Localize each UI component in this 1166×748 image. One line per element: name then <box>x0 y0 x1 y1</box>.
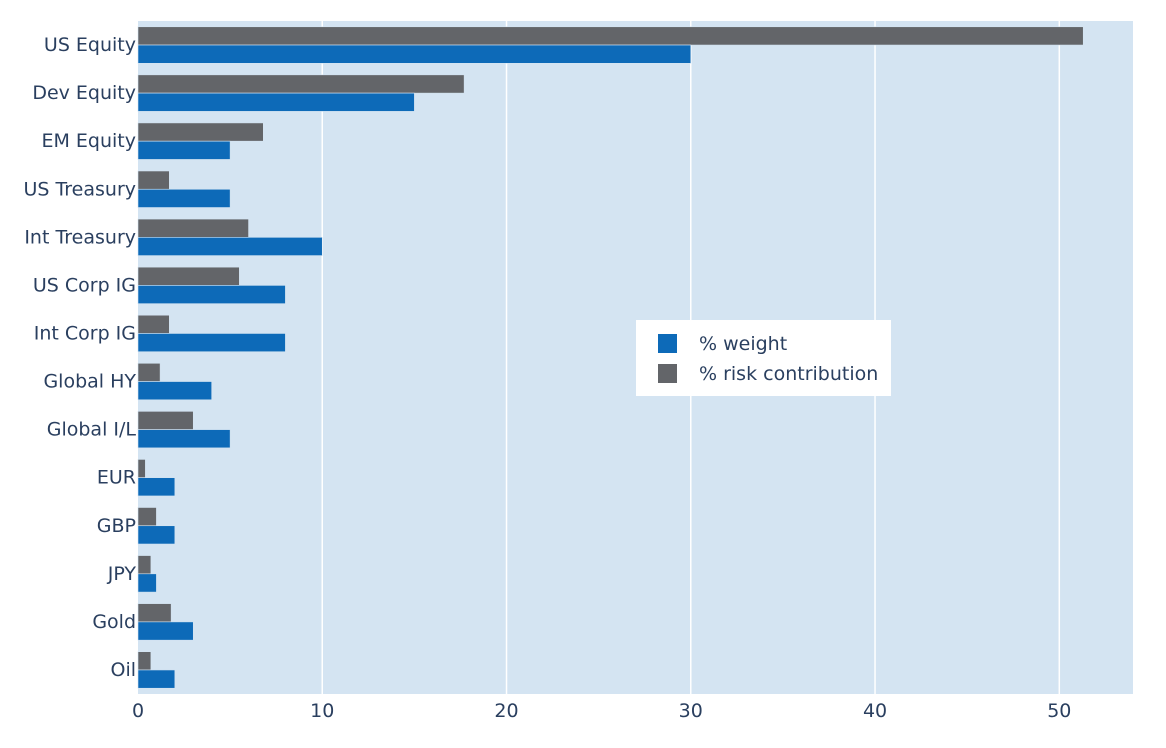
x-tick-label-20: 20 <box>494 700 518 722</box>
bar-risk-contribution-oil <box>137 651 152 671</box>
x-tick-label-0: 0 <box>132 700 144 722</box>
plot-area <box>138 21 1133 694</box>
legend-label-risk-contribution: % risk contribution <box>699 363 878 385</box>
bar-risk-contribution-eur <box>137 459 146 478</box>
bar-risk-contribution-us-corp-ig <box>137 266 240 286</box>
bar-weight-gold <box>137 621 194 641</box>
y-tick-label-jpy: JPY <box>107 563 137 585</box>
x-tick-label-30: 30 <box>679 700 703 722</box>
y-tick-label-global-hy: Global HY <box>43 371 136 393</box>
x-tick-label-40: 40 <box>863 700 887 722</box>
bar-weight-us-treasury <box>137 188 231 208</box>
bar-risk-contribution-jpy <box>137 555 152 575</box>
y-tick-label-int-treasury: Int Treasury <box>24 226 136 248</box>
legend-swatch-risk-contribution <box>658 364 677 383</box>
bar-risk-contribution-gold <box>137 603 172 623</box>
bar-risk-contribution-us-treasury <box>137 170 170 190</box>
y-tick-label-oil: Oil <box>110 659 136 681</box>
legend-swatch-weight <box>658 334 677 353</box>
bar-weight-us-equity <box>137 44 692 64</box>
y-tick-label-us-treasury: US Treasury <box>23 178 136 200</box>
legend-label-weight: % weight <box>699 333 787 355</box>
bar-weight-gbp <box>137 525 176 545</box>
legend-box <box>636 320 891 396</box>
bar-risk-contribution-global-i-l <box>137 411 194 430</box>
bar-risk-contribution-int-corp-ig <box>137 314 170 334</box>
bars <box>137 26 1084 689</box>
bar-risk-contribution-us-equity <box>137 26 1084 46</box>
bar-weight-global-i-l <box>137 429 231 449</box>
bar-weight-jpy <box>137 573 157 593</box>
bar-weight-global-hy <box>137 381 213 401</box>
y-tick-label-em-equity: EM Equity <box>41 130 136 152</box>
y-axis-labels: US Equity Dev Equity EM Equity US Treasury I… <box>23 34 136 681</box>
bar-weight-int-corp-ig <box>137 333 286 353</box>
bar-risk-contribution-int-treasury <box>137 218 249 238</box>
bar-weight-eur <box>137 477 176 497</box>
bar-weight-us-corp-ig <box>137 285 286 304</box>
bar-weight-dev-equity <box>137 92 415 112</box>
y-tick-label-us-equity: US Equity <box>44 34 136 56</box>
y-tick-label-dev-equity: Dev Equity <box>32 82 136 104</box>
bar-risk-contribution-dev-equity <box>137 74 465 94</box>
bar-weight-int-treasury <box>137 237 323 256</box>
y-tick-label-eur: EUR <box>97 467 136 489</box>
bar-weight-oil <box>137 669 176 689</box>
y-tick-label-int-corp-ig: Int Corp IG <box>34 322 136 344</box>
x-tick-label-10: 10 <box>310 700 334 722</box>
bar-risk-contribution-gbp <box>137 507 157 527</box>
y-tick-label-gold: Gold <box>92 611 136 633</box>
legend: % weight % risk contribution <box>636 320 891 396</box>
x-tick-label-50: 50 <box>1047 700 1071 722</box>
bar-risk-contribution-global-hy <box>137 362 161 382</box>
bar-weight-em-equity <box>137 140 231 160</box>
y-tick-label-us-corp-ig: US Corp IG <box>33 274 136 296</box>
y-tick-label-gbp: GBP <box>97 515 136 537</box>
bar-risk-contribution-em-equity <box>137 122 264 142</box>
y-tick-label-global-i-l: Global I/L <box>47 419 137 441</box>
x-axis-labels: 0 10 20 30 40 50 <box>132 700 1071 722</box>
